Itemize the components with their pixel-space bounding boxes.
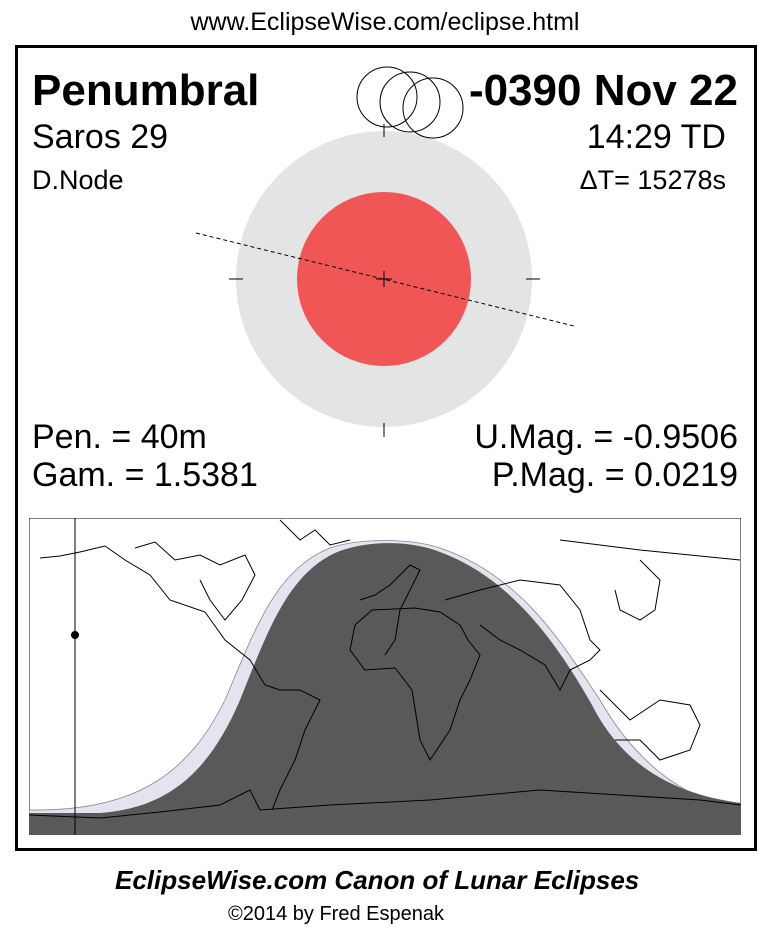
moon-path xyxy=(195,232,575,327)
penumbral-magnitude: P.Mag. = 0.0219 xyxy=(491,456,738,494)
umbral-magnitude: U.Mag. = -0.9506 xyxy=(474,418,738,456)
moon-greatest xyxy=(379,71,441,133)
source-url: www.EclipseWise.com/eclipse.html xyxy=(190,8,580,36)
eclipse-time: 14:29 TD xyxy=(586,118,726,156)
saros-number: Saros 29 xyxy=(32,118,169,156)
node: D.Node xyxy=(32,165,124,195)
coastlines xyxy=(29,519,741,819)
greatest-eclipse-marker xyxy=(71,631,79,639)
eclipse-date: -0390 Nov 22 xyxy=(468,66,738,115)
footer-title: EclipseWise.com Canon of Lunar Eclipses xyxy=(115,865,640,895)
moon-first-contact xyxy=(356,66,418,128)
axis-ticks xyxy=(229,124,540,437)
visibility-map xyxy=(29,518,741,835)
umbral-night-region xyxy=(29,543,741,835)
footer-copyright: ©2014 by Fred Espenak xyxy=(228,903,444,925)
delta-t: ΔT= 15278s xyxy=(579,165,726,195)
penumbral-duration: Pen. = 40m xyxy=(32,418,207,456)
moon-positions xyxy=(356,66,464,139)
moon-last-contact xyxy=(402,77,464,139)
eclipse-type: Penumbral xyxy=(32,66,260,115)
eclipse-panel xyxy=(15,45,757,851)
gamma: Gam. = 1.5381 xyxy=(32,456,258,494)
shadow-diagram xyxy=(195,66,575,437)
